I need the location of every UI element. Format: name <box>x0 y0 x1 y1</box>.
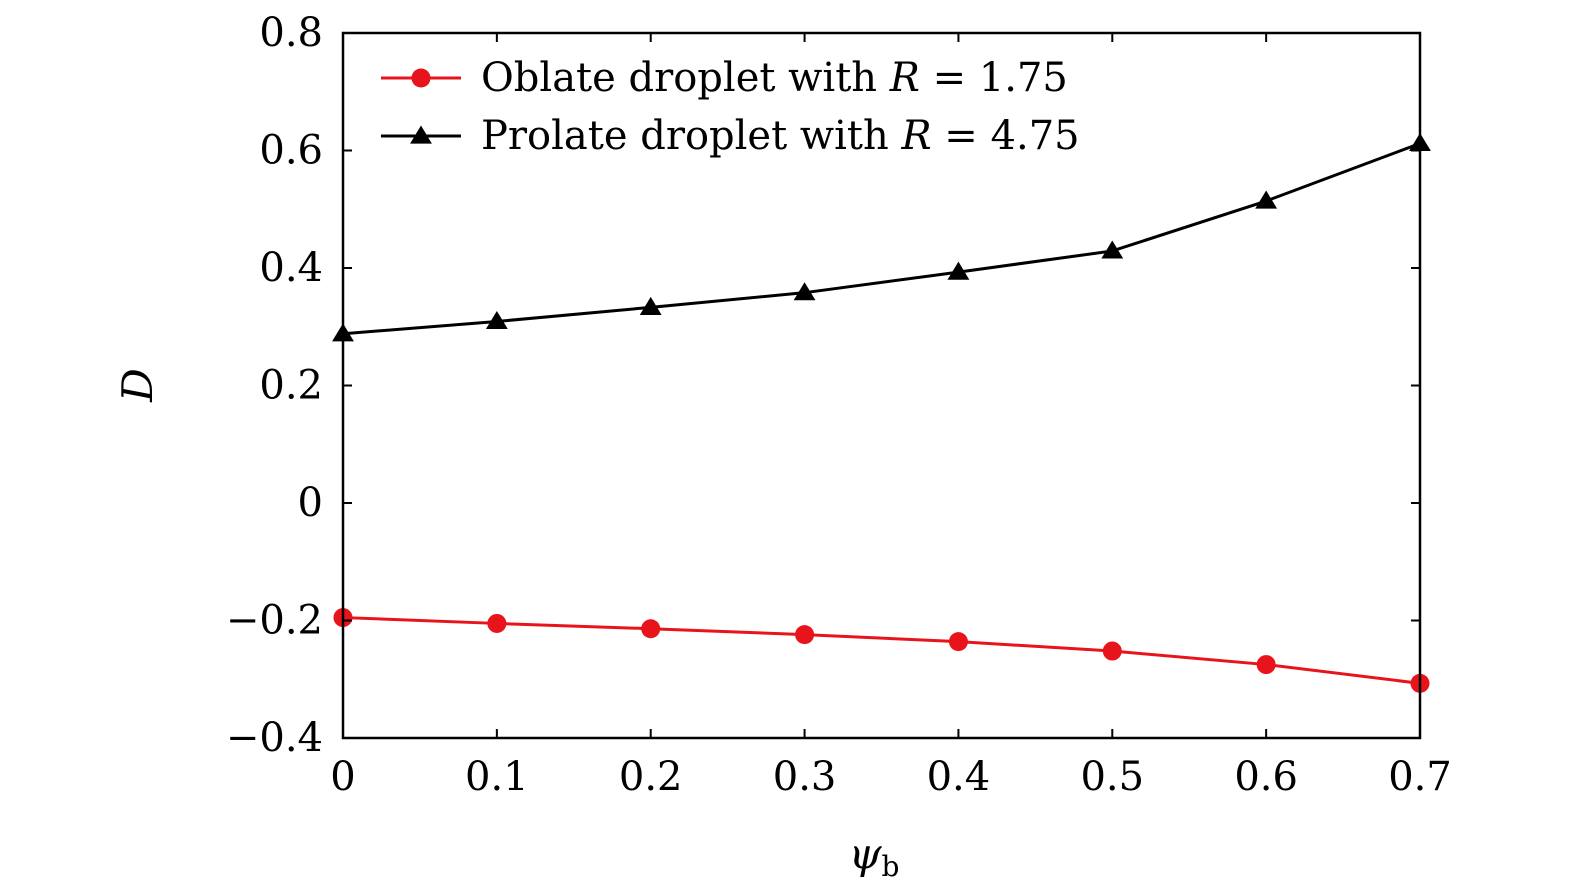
legend-label-variable: R <box>889 55 920 101</box>
legend-label-variable: R <box>900 113 931 159</box>
data-point <box>948 632 968 652</box>
x-tick-label: 0.4 <box>927 754 991 800</box>
x-axis-label-subscript: b <box>882 850 900 883</box>
y-tick-label: 0.2 <box>259 363 323 409</box>
x-tick-label: 0.3 <box>773 754 837 800</box>
legend-entry: Oblate droplet with R = 1.75 <box>381 55 1068 101</box>
x-tick-label: 0.2 <box>619 754 683 800</box>
legend-label-prefix: Oblate droplet with <box>481 55 890 101</box>
x-tick-label: 0.1 <box>465 754 529 800</box>
x-axis-label: ψb <box>849 829 900 883</box>
data-point <box>485 310 508 330</box>
x-tick-label: 0.6 <box>1234 754 1298 800</box>
y-tick-label: 0.8 <box>259 10 323 56</box>
series-line <box>342 616 1421 685</box>
data-point <box>795 625 815 645</box>
legend-label: Oblate droplet with R = 1.75 <box>481 55 1068 101</box>
series-line <box>342 142 1421 336</box>
legend-label-value: = 1.75 <box>920 55 1068 101</box>
y-tick-label: −0.4 <box>226 715 323 761</box>
legend-marker <box>410 125 432 144</box>
x-tick-label: 0.5 <box>1080 754 1144 800</box>
y-tick-label: −0.2 <box>226 598 323 644</box>
data-point <box>1255 190 1278 209</box>
legend: Oblate droplet with R = 1.75 Prolate drop… <box>381 55 1080 159</box>
series-group <box>332 132 1431 693</box>
legend-entry: Prolate droplet with R = 4.75 <box>381 113 1080 159</box>
data-point <box>639 296 662 315</box>
axes: 0 0.1 0.2 0.3 0.4 0.5 0.6 0.7 −0.4 −0.2 0 0.2 0.4 0.6… <box>226 10 1452 800</box>
data-point <box>947 261 970 280</box>
x-tick-label: 0.7 <box>1388 754 1452 800</box>
legend-label-value: = 4.75 <box>932 113 1080 159</box>
series-oblate <box>333 608 1430 693</box>
y-tick-label: 0.6 <box>259 128 323 174</box>
x-tick-label: 0 <box>330 754 355 800</box>
data-point <box>641 619 661 639</box>
legend-marker <box>411 68 431 88</box>
x-axis-label-symbol: ψ <box>849 829 883 878</box>
y-tick-label: 0.4 <box>259 245 323 291</box>
data-point <box>793 282 816 301</box>
y-tick-label: 0 <box>298 480 323 526</box>
legend-label-prefix: Prolate droplet with <box>481 113 901 159</box>
series-prolate <box>332 132 1431 342</box>
legend-label: Prolate droplet with R = 4.75 <box>481 113 1080 159</box>
y-axis-label: D <box>113 368 162 403</box>
data-point <box>1101 240 1124 259</box>
data-point <box>487 613 507 633</box>
data-point <box>1256 655 1276 675</box>
data-point <box>1102 641 1122 661</box>
